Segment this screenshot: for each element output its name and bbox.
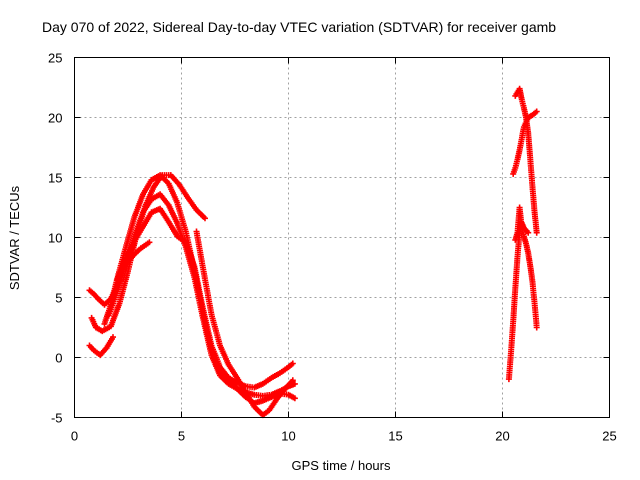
y-tick-label: -5 — [51, 411, 63, 426]
series-arc-10 — [512, 204, 540, 331]
grid-lines — [74, 57, 610, 418]
plot-frame — [74, 57, 610, 418]
x-tick-label: 20 — [495, 429, 509, 444]
point-markers — [512, 204, 540, 331]
y-tick-label: 15 — [48, 171, 62, 186]
x-tick-label: 10 — [281, 429, 295, 444]
data-points — [86, 85, 540, 419]
x-tick-label: 5 — [178, 429, 185, 444]
x-tick-label: 0 — [71, 429, 78, 444]
y-tick-label: 20 — [48, 111, 62, 126]
x-tick-label: 25 — [602, 429, 616, 444]
series-arc-7 — [114, 205, 298, 407]
y-tick-label: 10 — [48, 231, 62, 246]
y-tick-label: 0 — [55, 351, 62, 366]
y-tick-label: 5 — [55, 291, 62, 306]
x-tick-label: 15 — [388, 429, 402, 444]
point-markers — [512, 85, 540, 236]
y-axis-label: SDTVAR / TECUs — [7, 185, 22, 290]
point-markers — [193, 228, 296, 419]
series-arc-8 — [193, 228, 296, 419]
x-axis-label: GPS time / hours — [292, 458, 391, 473]
point-markers — [86, 334, 116, 359]
y-tick-label: 25 — [48, 51, 62, 66]
series-arc-12 — [512, 85, 540, 236]
series-arc-3 — [86, 334, 116, 359]
point-markers — [114, 205, 298, 407]
chart-title: Day 070 of 2022, Sidereal Day-to-day VTE… — [42, 19, 556, 35]
